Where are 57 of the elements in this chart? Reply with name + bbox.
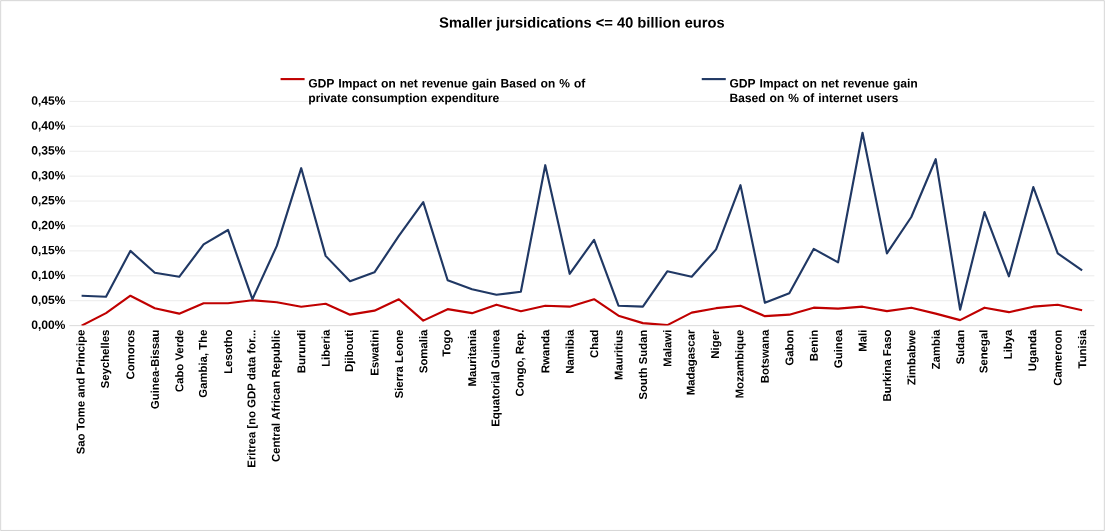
line-series [80, 294, 1084, 326]
x-tick-label: Sierra Leone [394, 330, 403, 398]
x-tick-label: Sudan [955, 330, 965, 364]
x-tick-label: Zambia [931, 329, 940, 369]
x-tick-label: Liberia [321, 329, 330, 367]
x-tick-label: Mozambique [735, 329, 746, 398]
x-tick-label: Gabon [785, 330, 794, 366]
x-tick-label: Gambia, The [198, 330, 209, 398]
x-tick-label: Zimbabwe [907, 329, 916, 385]
x-tick-label: Sao Tome and Principe [76, 329, 87, 454]
y-tick-label: 0,15% [31, 245, 66, 256]
x-tick-label: Tunisia [1077, 329, 1087, 369]
x-tick-label: Comoros [126, 330, 135, 379]
y-tick-label: 0,35% [31, 146, 66, 157]
x-tick-label: Chad [589, 330, 599, 358]
x-tick-label: Botswana [760, 329, 769, 383]
x-tick-label: Guinea [833, 329, 843, 368]
x-tick-label: Rwanda [541, 329, 550, 373]
x-tick-label: South Sudan [638, 330, 648, 400]
chart-title: Smaller jursidications <= 40 billion euros [439, 16, 725, 31]
legend-label: GDP Impact on net revenue gain Based on % of internet users [730, 78, 917, 103]
y-tick-label: 0,30% [31, 170, 66, 182]
x-tick-label: Mali [858, 330, 867, 351]
y-tick-label: 0,40% [31, 121, 66, 132]
x-tick-label: Madagascar [686, 329, 697, 395]
x-tick-label: Djibouti [344, 330, 356, 372]
x-tick-label: Equatorial Guinea [491, 329, 502, 426]
x-tick-label: Cameroon [1053, 330, 1062, 386]
x-tick-label: Mauritania [467, 329, 477, 386]
x-tick-label: Senegal [979, 330, 990, 373]
x-tick-label: Lesotho [223, 330, 233, 373]
x-tick-label: Niger [710, 329, 722, 358]
y-tick-label: 0,20% [31, 220, 66, 232]
line-series [80, 131, 1084, 311]
x-tick-label: Eritrea [no GDP data for... [247, 330, 258, 467]
x-tick-label: Burkina Faso [882, 330, 892, 401]
x-tick-label: Malawi [663, 330, 672, 367]
x-tick-label: Congo, Rep. [515, 330, 527, 396]
y-tick-label: 0,45% [31, 96, 66, 107]
y-tick-label: 0,25% [31, 195, 66, 207]
x-tick-label: Mauritius [614, 330, 623, 380]
x-tick-label: Namibia [565, 329, 574, 373]
legend-label: GDP Impact on net revenue gain Based on % of private consumption expenditure [308, 78, 586, 105]
x-tick-label: Somalia [419, 329, 428, 373]
x-tick-label: Burundi [297, 330, 306, 373]
x-tick-label: Uganda [1028, 329, 1039, 371]
y-tick-label: 0,05% [31, 295, 66, 306]
x-tick-label: Togo [442, 330, 453, 357]
y-tick-label: 0,00% [31, 320, 66, 331]
x-tick-label: Guinea-Bissau [150, 330, 159, 409]
x-tick-label: Libya [1003, 329, 1015, 359]
x-tick-label: Cabo Verde [175, 329, 184, 392]
x-tick-label: Benin [809, 330, 818, 361]
y-tick-label: 0,10% [31, 270, 66, 281]
x-tick-label: Eswatini [370, 330, 379, 375]
x-tick-label: Central African Republic [271, 329, 283, 462]
x-tick-label: Seychelles [100, 330, 112, 388]
